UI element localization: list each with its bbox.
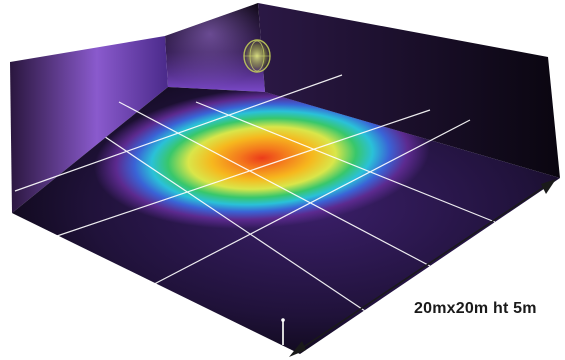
luminaire-icon bbox=[242, 38, 272, 74]
room-dimension-label: 20mx20m ht 5m bbox=[414, 300, 537, 317]
illuminance-heatmap bbox=[94, 87, 430, 229]
dimension-arrow bbox=[289, 179, 556, 357]
right-wall bbox=[258, 3, 560, 178]
left-wall bbox=[10, 36, 168, 213]
back-wall-glow bbox=[165, 3, 265, 92]
